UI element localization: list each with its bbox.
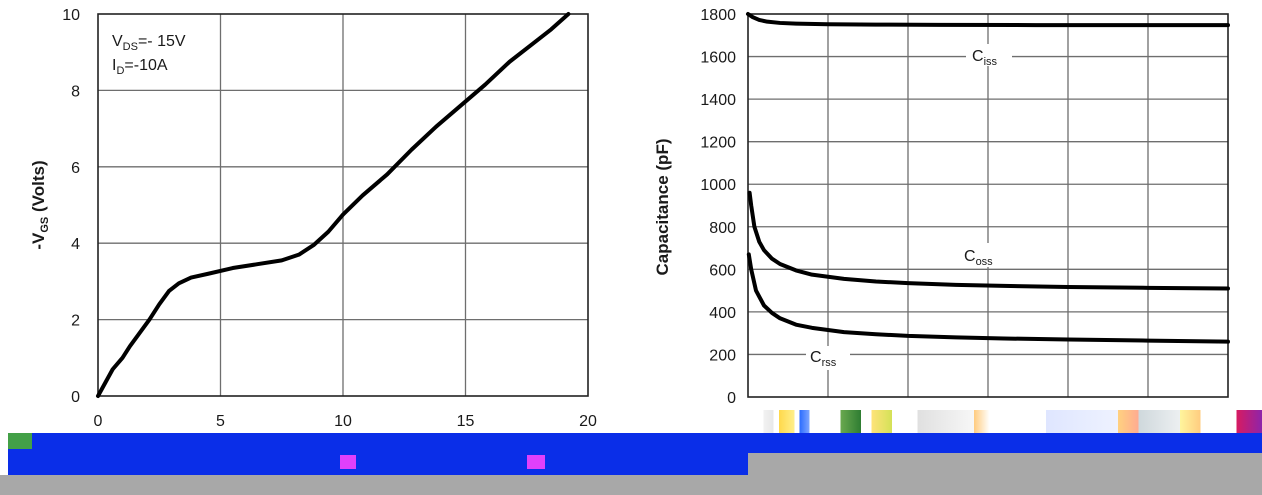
y-tick-label: 0 xyxy=(71,389,80,406)
y-tick-label: 1200 xyxy=(700,135,736,152)
capacitance-ticks: 0 200 400 600 800 1000 1200 1400 1600 1800 xyxy=(700,7,736,407)
crss-curve xyxy=(746,252,1230,344)
y-tick-label: 1600 xyxy=(700,50,736,67)
y-tick-label: 400 xyxy=(709,305,736,322)
coss-label: Coss xyxy=(964,248,993,268)
crss-label-bg xyxy=(806,346,850,370)
coss-label-bg xyxy=(958,243,1004,267)
y-tick-label: 1400 xyxy=(700,92,736,109)
y-tick-label: 2 xyxy=(71,313,80,330)
gray-band-bottom xyxy=(0,475,748,495)
x-tick-label: 20 xyxy=(579,413,597,430)
y-tick-label: 4 xyxy=(71,236,80,253)
magenta-glitch-1 xyxy=(340,455,356,469)
capacitance-chart: 0 200 400 600 800 1000 1200 1400 1600 1800 Ciss C… xyxy=(653,7,1230,407)
y-tick-label: 1800 xyxy=(700,7,736,24)
x-tick-label: 0 xyxy=(94,413,103,430)
magenta-glitch-2 xyxy=(527,455,545,469)
green-glitch xyxy=(8,433,32,449)
gate-charge-grid xyxy=(98,14,588,396)
vgs-axis-label: -VGS (Volts) xyxy=(29,160,51,249)
y-tick-label: 8 xyxy=(71,83,80,100)
y-tick-label: 200 xyxy=(709,347,736,364)
x-tick-label: 5 xyxy=(216,413,225,430)
gate-charge-chart: 0 5 10 15 20 0 2 4 6 8 10 VDS=- 15V ID=-10A -VGS (… xyxy=(29,7,597,430)
gate-charge-plot-frame xyxy=(97,13,589,397)
y-tick-label: 800 xyxy=(709,220,736,237)
x-tick-label: 15 xyxy=(457,413,475,430)
y-tick-label: 6 xyxy=(71,160,80,177)
capacitance-grid xyxy=(748,14,1228,397)
crss-label: Crss xyxy=(810,349,837,369)
corrupted-band-strip xyxy=(748,410,1262,434)
x-tick-label: 10 xyxy=(334,413,352,430)
gray-band xyxy=(748,453,1262,495)
coss-curve xyxy=(747,190,1230,291)
id-annotation: ID=-10A xyxy=(112,57,168,77)
y-tick-label: 600 xyxy=(709,262,736,279)
y-tick-label: 10 xyxy=(62,7,80,24)
ciss-label-bg xyxy=(966,44,1012,66)
ciss-label: Ciss xyxy=(972,48,998,68)
capacitance-axis-label: Capacitance (pF) xyxy=(653,139,672,276)
blue-band-right xyxy=(748,433,1262,453)
gate-charge-ticks: 0 5 10 15 20 0 2 4 6 8 10 xyxy=(62,7,597,430)
ciss-curve xyxy=(746,12,1230,28)
y-tick-label: 1000 xyxy=(700,177,736,194)
vds-annotation: VDS=- 15V xyxy=(112,33,186,53)
capacitance-plot-frame xyxy=(747,13,1229,398)
blue-band-left xyxy=(8,433,748,475)
y-tick-label: 0 xyxy=(727,390,736,407)
gate-charge-curve xyxy=(96,12,571,398)
